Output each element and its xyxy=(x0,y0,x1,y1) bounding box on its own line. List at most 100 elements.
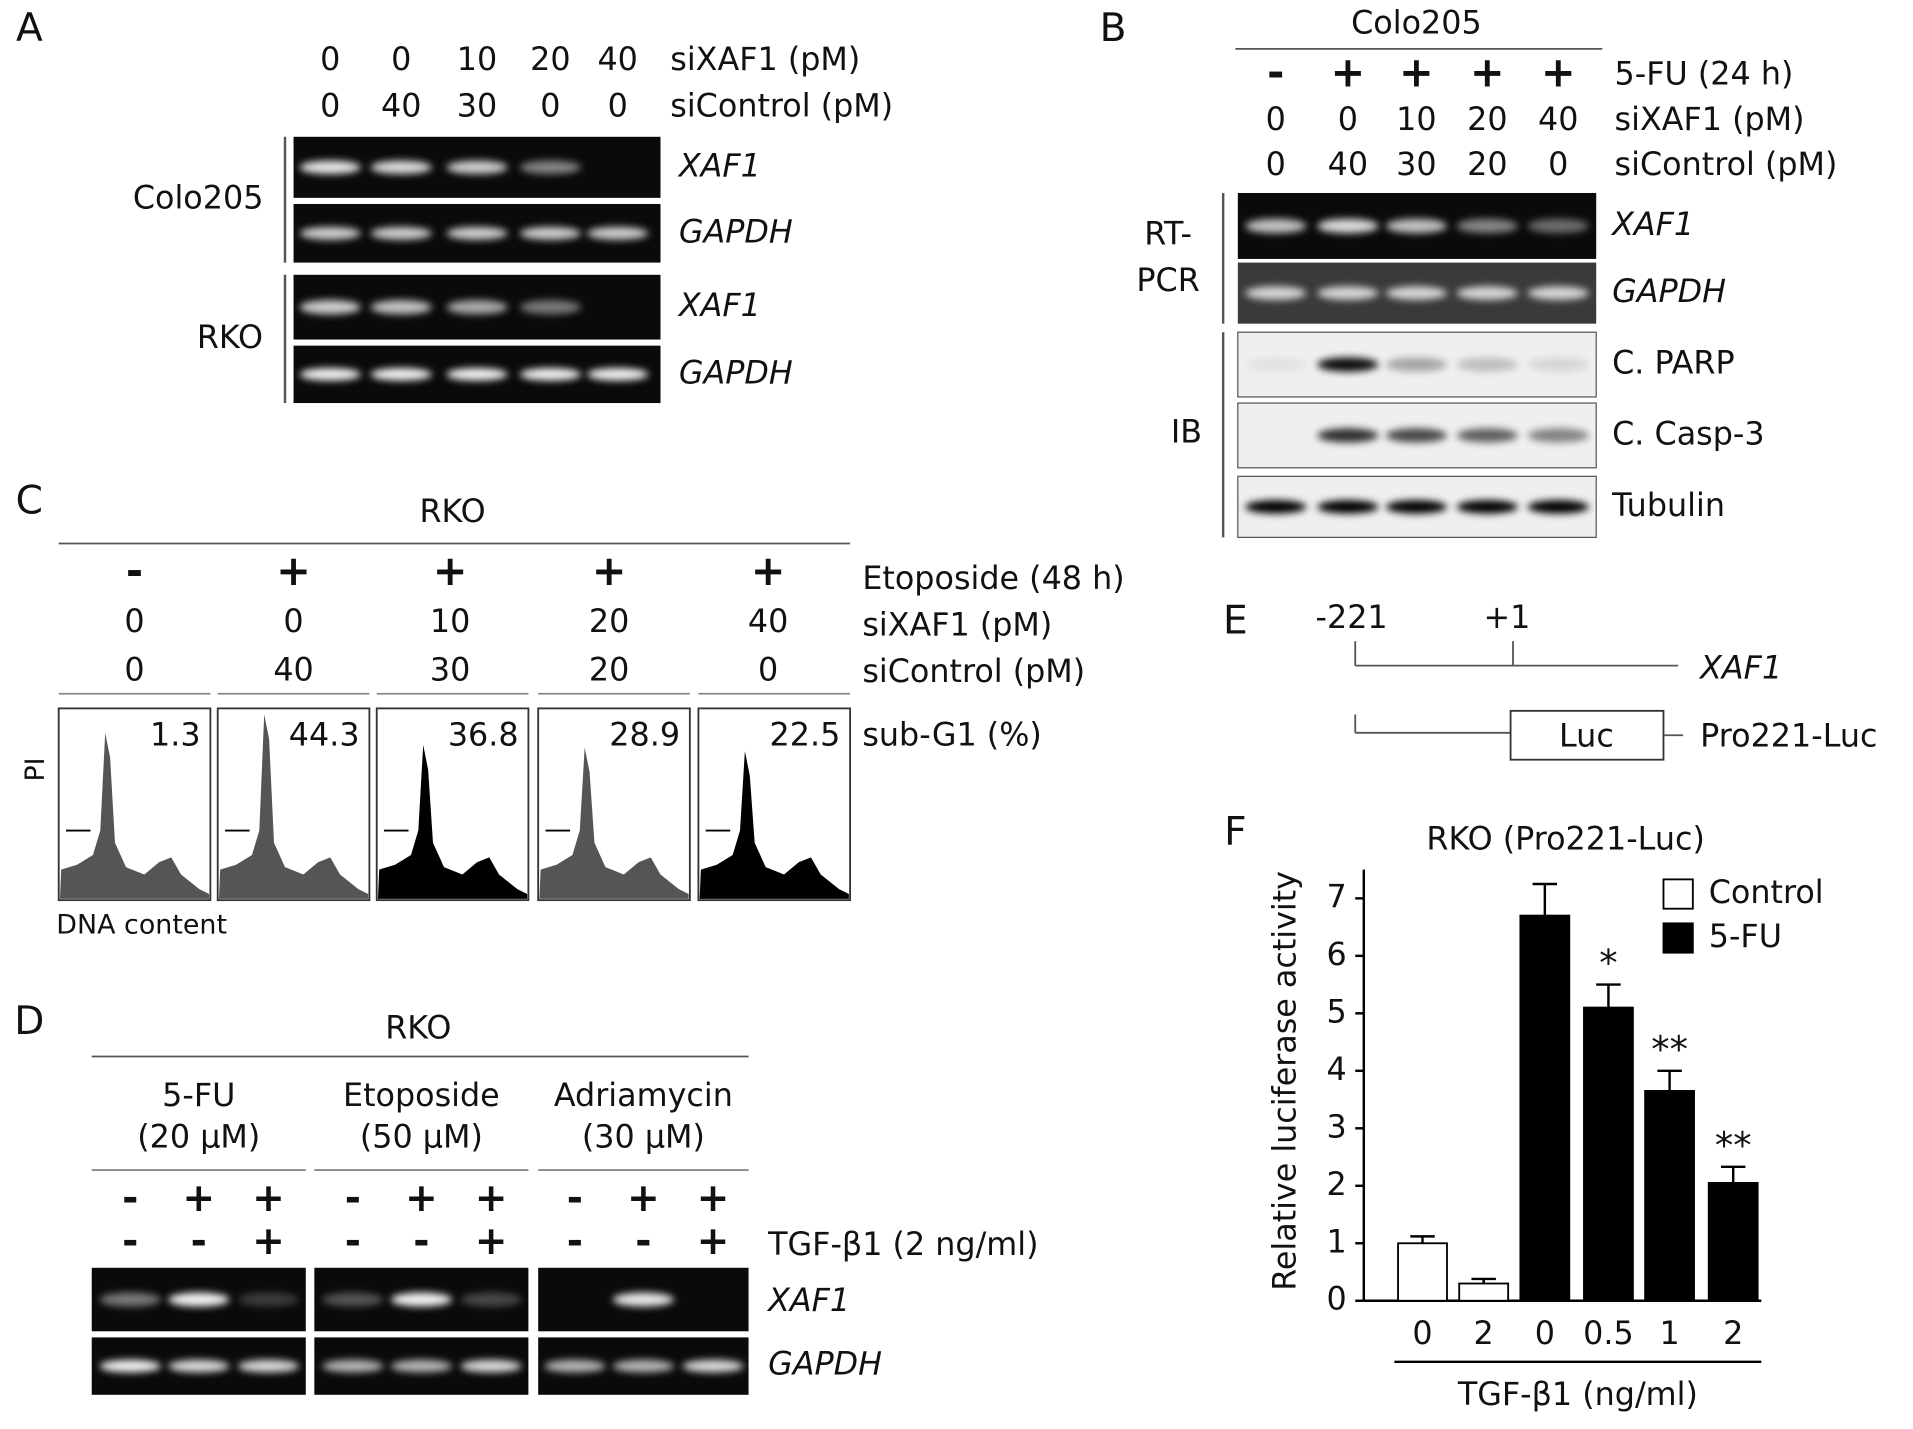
tgf-sign: - xyxy=(122,1219,138,1264)
band xyxy=(446,368,508,381)
condition-value: 40 xyxy=(597,42,637,78)
box-label: Luc xyxy=(1559,719,1614,755)
band xyxy=(390,1359,452,1373)
group-label: Colo205 xyxy=(133,181,264,217)
band xyxy=(1385,500,1447,514)
row-label: GAPDH xyxy=(1612,274,1726,310)
band xyxy=(1245,286,1307,300)
legend-label: Control xyxy=(1709,875,1824,911)
sub-g1-value: 44.3 xyxy=(289,717,360,753)
drug-sign: - xyxy=(345,1176,361,1221)
band xyxy=(682,1359,744,1373)
luc-box xyxy=(1509,709,1665,761)
condition-label: siControl (pM) xyxy=(1615,147,1838,183)
condition-value: 0 xyxy=(758,653,778,689)
band xyxy=(1245,500,1307,514)
band xyxy=(460,1292,522,1307)
sub-g1-value: 36.8 xyxy=(448,717,519,753)
tgf-sign: - xyxy=(635,1219,651,1264)
drug-sign: + xyxy=(627,1176,660,1221)
band xyxy=(1385,286,1447,300)
drug-sign: + xyxy=(475,1176,508,1221)
group-label: IB xyxy=(1171,415,1202,451)
band xyxy=(168,1359,230,1373)
y-tick-label: 0 xyxy=(1326,1282,1346,1318)
y-tick-label: 3 xyxy=(1326,1109,1346,1145)
cell-label: Colo205 xyxy=(1351,5,1482,41)
condition-value: 40 xyxy=(748,604,788,640)
band xyxy=(1317,218,1379,234)
gene-label: GAPDH xyxy=(679,214,793,250)
band xyxy=(237,1359,300,1373)
row-label: C. Casp-3 xyxy=(1612,416,1765,452)
band xyxy=(1456,286,1518,300)
condition-label: siXAF1 (pM) xyxy=(862,608,1052,644)
gene-label: GAPDH xyxy=(768,1347,882,1383)
drug-sign: + xyxy=(697,1176,730,1221)
condition-label: siControl (pM) xyxy=(670,88,893,124)
band xyxy=(612,1359,674,1373)
sub-g1-value: 22.5 xyxy=(770,717,841,753)
condition-value: + xyxy=(1330,48,1365,97)
x-tick-label: 2 xyxy=(1474,1316,1494,1352)
band xyxy=(1456,357,1518,372)
band xyxy=(1317,357,1379,372)
tgf-sign: - xyxy=(345,1219,361,1264)
band xyxy=(1527,500,1589,514)
band xyxy=(1527,218,1589,234)
y-tick-label: 2 xyxy=(1326,1167,1346,1203)
condition-label: siXAF1 (pM) xyxy=(670,42,860,78)
band xyxy=(1245,218,1307,234)
histogram xyxy=(377,745,528,899)
construct-label: Pro221-Luc xyxy=(1700,719,1877,755)
bar xyxy=(1519,914,1571,1302)
drug-sign: - xyxy=(567,1176,583,1221)
band xyxy=(168,1292,230,1307)
legend-label: 5-FU xyxy=(1709,919,1782,955)
x-label: DNA content xyxy=(56,909,227,940)
treatment-name: Adriamycin xyxy=(554,1078,733,1114)
condition-value: 20 xyxy=(1467,102,1507,138)
tgf-sign: - xyxy=(413,1219,429,1264)
y-tick-label: 6 xyxy=(1326,937,1346,973)
row-label: Tubulin xyxy=(1611,488,1725,524)
row-label: XAF1 xyxy=(1610,207,1694,243)
bar xyxy=(1707,1181,1759,1302)
treatment-dose: (20 µM) xyxy=(137,1119,260,1155)
gene-label: XAF1 xyxy=(1698,650,1782,686)
tgf-sign: - xyxy=(567,1219,583,1264)
band xyxy=(370,300,432,315)
tgf-sign: + xyxy=(475,1219,508,1264)
tgf-sign: + xyxy=(252,1219,285,1264)
band xyxy=(1456,218,1518,234)
condition-value: 20 xyxy=(589,653,629,689)
chart-title: RKO (Pro221-Luc) xyxy=(1426,821,1704,857)
x-tick-label: 2 xyxy=(1723,1316,1743,1352)
band xyxy=(1317,428,1379,443)
gene-label: GAPDH xyxy=(679,355,793,391)
band xyxy=(1527,428,1589,443)
condition-value: 0 xyxy=(320,88,340,124)
band xyxy=(446,226,508,240)
position-label: -221 xyxy=(1316,600,1388,636)
bar xyxy=(1583,1006,1634,1302)
x-tick-label: 0 xyxy=(1412,1316,1432,1352)
condition-label: Etoposide (48 h) xyxy=(862,561,1124,597)
sub-g1-label: sub-G1 (%) xyxy=(862,717,1042,753)
y-tick-label: 4 xyxy=(1326,1052,1346,1088)
tgf-sign: + xyxy=(697,1219,730,1264)
band xyxy=(446,300,508,315)
band xyxy=(322,1359,384,1373)
cell-label: RKO xyxy=(385,1011,451,1047)
y-tick-label: 1 xyxy=(1326,1224,1346,1260)
condition-value: + xyxy=(433,546,468,595)
condition-value: 0 xyxy=(124,604,144,640)
condition-value: 20 xyxy=(530,42,570,78)
panel-label: E xyxy=(1223,598,1248,643)
band xyxy=(446,160,508,175)
band xyxy=(1385,218,1447,234)
band xyxy=(1317,500,1379,514)
y-tick-label: 5 xyxy=(1326,994,1346,1030)
x-tick-label: 1 xyxy=(1659,1316,1679,1352)
drug-sign: + xyxy=(252,1176,285,1221)
